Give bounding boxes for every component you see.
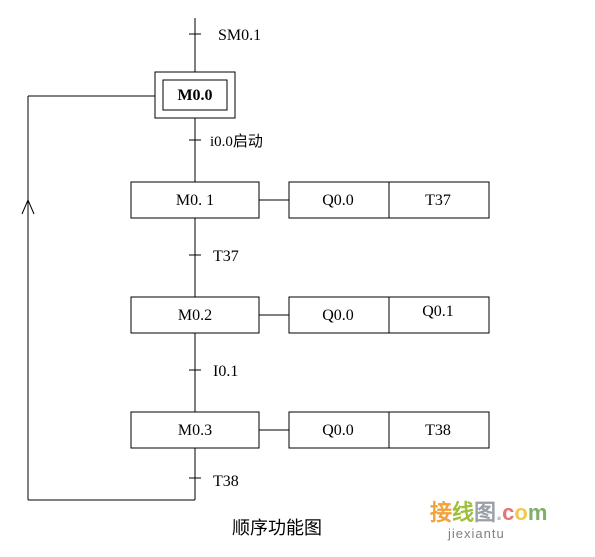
transition-label-0: i0.0启动 (210, 133, 263, 150)
step-label-1: M0.2 (178, 307, 212, 324)
action-label-0-1: T37 (425, 192, 451, 209)
initial-step-label: M0.0 (177, 87, 212, 104)
caption: 顺序功能图 (232, 518, 322, 538)
watermark: 接线图.com (430, 500, 547, 525)
label-sm01: SM0.1 (218, 27, 261, 44)
transition-label-2: I0.1 (213, 363, 238, 380)
transition-label-3: T38 (213, 473, 239, 490)
transition-label-1: T37 (213, 248, 239, 265)
step-label-2: M0.3 (178, 422, 212, 439)
action-label-0-0: Q0.0 (322, 192, 354, 209)
action-label-2-1: T38 (425, 422, 451, 439)
action-label-1-1: Q0.1 (422, 303, 454, 320)
action-label-2-0: Q0.0 (322, 422, 354, 439)
action-label-1-0: Q0.0 (322, 307, 354, 324)
watermark-sub: jiexiantu (447, 526, 505, 541)
step-label-0: M0. 1 (176, 192, 214, 209)
